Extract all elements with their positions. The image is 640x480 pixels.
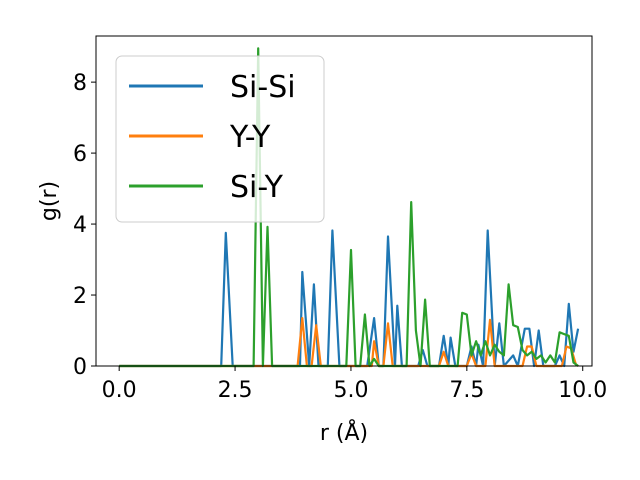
legend-label: Si-Y bbox=[230, 170, 284, 205]
x-tick-label: 5.0 bbox=[333, 378, 368, 403]
x-tick-label: 0.0 bbox=[102, 378, 137, 403]
legend-box bbox=[115, 55, 325, 223]
y-axis-label: g(r) bbox=[37, 181, 62, 221]
x-axis-label: r (Å) bbox=[320, 419, 368, 446]
x-tick-label: 2.5 bbox=[218, 378, 253, 403]
legend: Si-Si Y-Y Si-Y bbox=[115, 55, 325, 223]
y-tick-label: 2 bbox=[73, 284, 87, 309]
plot-frame bbox=[95, 35, 593, 367]
y-tick-label: 0 bbox=[73, 355, 87, 380]
legend-label: Y-Y bbox=[229, 120, 271, 155]
x-tick-label: 7.5 bbox=[449, 378, 484, 403]
x-tick-label: 10.0 bbox=[558, 378, 607, 403]
y-tick-label: 6 bbox=[73, 142, 87, 167]
x-axis: 0.0 2.5 5.0 7.5 10.0 bbox=[102, 366, 607, 403]
y-tick-label: 8 bbox=[73, 71, 87, 96]
y-tick-label: 4 bbox=[73, 213, 87, 238]
y-axis: 0 2 4 6 8 bbox=[73, 71, 96, 380]
legend-label: Si-Si bbox=[230, 70, 296, 105]
series-line-si-y bbox=[119, 47, 579, 368]
